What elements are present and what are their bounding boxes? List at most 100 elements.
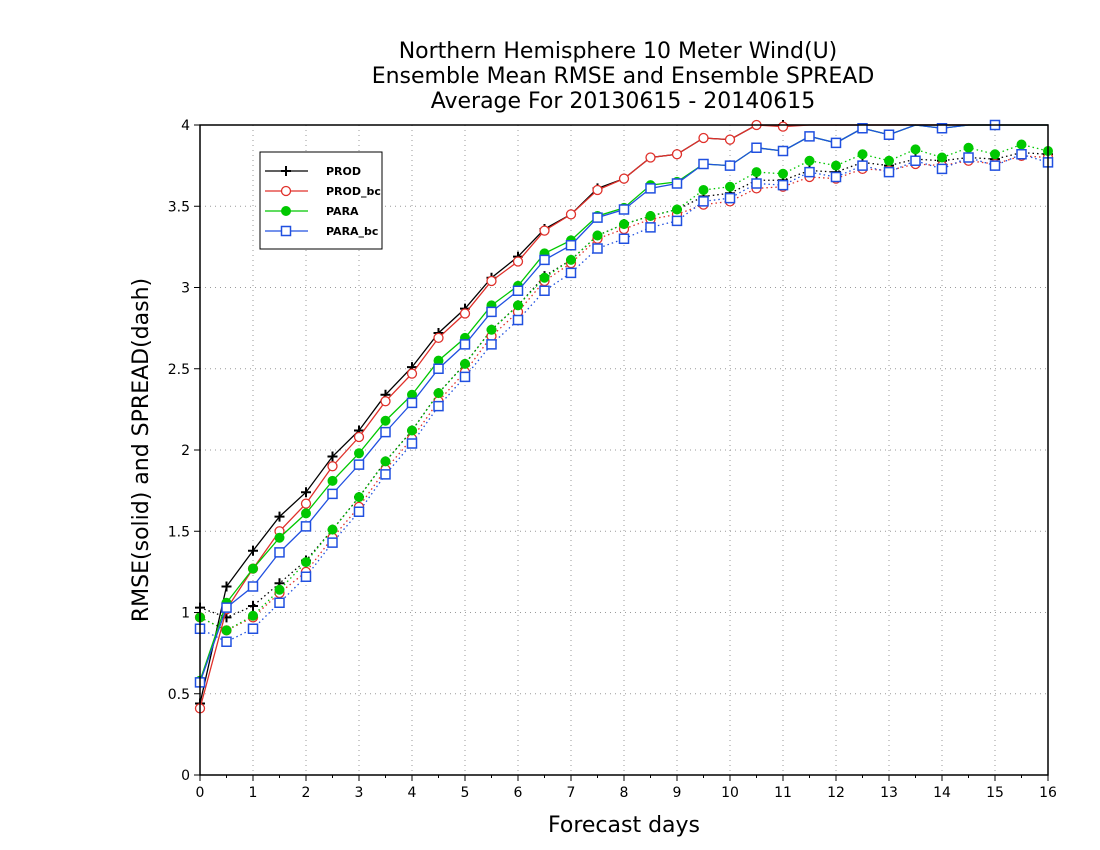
square-open-marker (247, 581, 259, 592)
circle-filled-marker (698, 185, 709, 195)
circle-filled-marker (619, 219, 629, 230)
square-open-marker (989, 160, 1001, 171)
x-tick-label: 14 (933, 785, 951, 801)
x-tick-label: 16 (1039, 785, 1057, 801)
circle-filled-marker (857, 149, 868, 160)
circle-filled-marker (380, 456, 391, 467)
circle-filled-marker (725, 181, 735, 192)
square-open-marker (804, 166, 815, 178)
x-tick-label: 0 (196, 785, 205, 801)
circle-filled-marker (407, 425, 417, 436)
square-open-marker (353, 506, 365, 517)
circle-filled-marker (486, 324, 497, 335)
legend-label: PARA_bc (326, 225, 378, 238)
axis-ticks: 0 1 2 3 4 5 6 7 8 9 10 11 12 13 14 15 1600.511.522.533.5… (168, 118, 1057, 801)
square-open-marker (486, 306, 497, 318)
square-open-marker (539, 254, 550, 266)
circle-open-marker (592, 184, 603, 196)
square-open-marker (804, 131, 815, 142)
circle-filled-marker (433, 388, 444, 399)
y-tick-label: 2 (181, 443, 190, 459)
square-open-marker (936, 163, 948, 175)
circle-open-marker (459, 308, 471, 319)
circle-open-marker (724, 134, 736, 145)
y-tick-label: 0.5 (168, 687, 190, 703)
circle-open-marker (618, 173, 630, 184)
square-open-marker (830, 171, 842, 183)
circle-open-marker (353, 431, 365, 443)
circle-filled-marker (274, 584, 285, 595)
square-open-marker (698, 158, 709, 170)
circle-open-marker (512, 256, 524, 267)
series-para-bc-spread (194, 149, 1054, 647)
x-tick-label: 3 (355, 785, 364, 801)
circle-open-marker (486, 275, 497, 287)
y-axis-label: RMSE(solid) and SPREAD(dash) (129, 278, 154, 622)
legend-label: PARA (326, 205, 359, 218)
circle-open-marker (327, 461, 338, 472)
square-open-marker (380, 469, 391, 480)
square-open-marker (539, 285, 550, 296)
square-open-marker (857, 123, 868, 134)
square-open-marker (565, 267, 577, 279)
square-open-marker (910, 155, 921, 166)
circle-open-marker (280, 185, 292, 197)
square-open-marker (433, 363, 444, 374)
square-open-marker (618, 204, 630, 215)
x-axis-label: Forecast days (548, 813, 700, 838)
square-open-marker (751, 178, 762, 189)
square-open-marker (857, 160, 868, 171)
x-tick-label: 2 (302, 785, 311, 801)
square-open-marker (406, 397, 418, 409)
y-tick-label: 2.5 (168, 362, 190, 378)
square-open-marker (327, 537, 338, 548)
square-open-marker (512, 285, 524, 296)
square-open-marker (433, 400, 444, 412)
x-tick-label: 10 (721, 785, 739, 801)
square-open-marker (592, 212, 603, 223)
circle-filled-marker (327, 475, 338, 486)
x-tick-label: 8 (620, 785, 629, 801)
y-tick-label: 0 (181, 768, 190, 784)
circle-open-marker (777, 121, 789, 132)
x-tick-label: 15 (986, 785, 1004, 801)
circle-filled-marker (354, 492, 364, 503)
circle-filled-marker (645, 211, 656, 221)
legend-item-para-bc: PARA_bc (265, 225, 378, 238)
legend-item-para: PARA (265, 205, 359, 218)
circle-open-marker (645, 152, 656, 163)
square-open-marker (300, 571, 312, 582)
circle-filled-marker (248, 610, 258, 621)
legend-label: PROD_bc (326, 185, 381, 198)
circle-open-marker (539, 225, 550, 236)
chart-title-line-2: Ensemble Mean RMSE and Ensemble SPREAD (372, 64, 875, 89)
square-open-marker (221, 636, 232, 647)
circle-filled-marker (778, 168, 788, 179)
circle-filled-marker (804, 155, 815, 166)
x-tick-label: 11 (774, 785, 792, 801)
square-open-marker (698, 196, 709, 207)
plus-marker (248, 601, 258, 611)
x-tick-label: 9 (673, 785, 682, 801)
square-open-marker (830, 137, 842, 149)
circle-filled-marker (963, 142, 974, 153)
square-open-marker (512, 314, 524, 326)
legend-item-prod: PROD (265, 165, 361, 178)
circle-filled-marker (221, 625, 232, 636)
square-open-marker (221, 602, 232, 613)
square-open-marker (963, 152, 974, 163)
square-open-marker (883, 129, 895, 140)
square-open-marker (406, 438, 418, 449)
circle-filled-marker (884, 155, 894, 166)
y-tick-label: 3 (181, 281, 190, 297)
series-para-spread (195, 139, 1053, 636)
circle-open-marker (698, 132, 709, 144)
x-tick-label: 1 (249, 785, 258, 801)
square-open-marker (645, 222, 656, 233)
square-open-marker (592, 243, 603, 254)
square-open-marker (459, 339, 471, 350)
square-open-marker (565, 240, 577, 251)
legend: PROD PROD_bc PARA PARA_bc (259, 151, 383, 250)
y-tick-label: 4 (181, 118, 190, 134)
square-open-marker (671, 215, 683, 227)
